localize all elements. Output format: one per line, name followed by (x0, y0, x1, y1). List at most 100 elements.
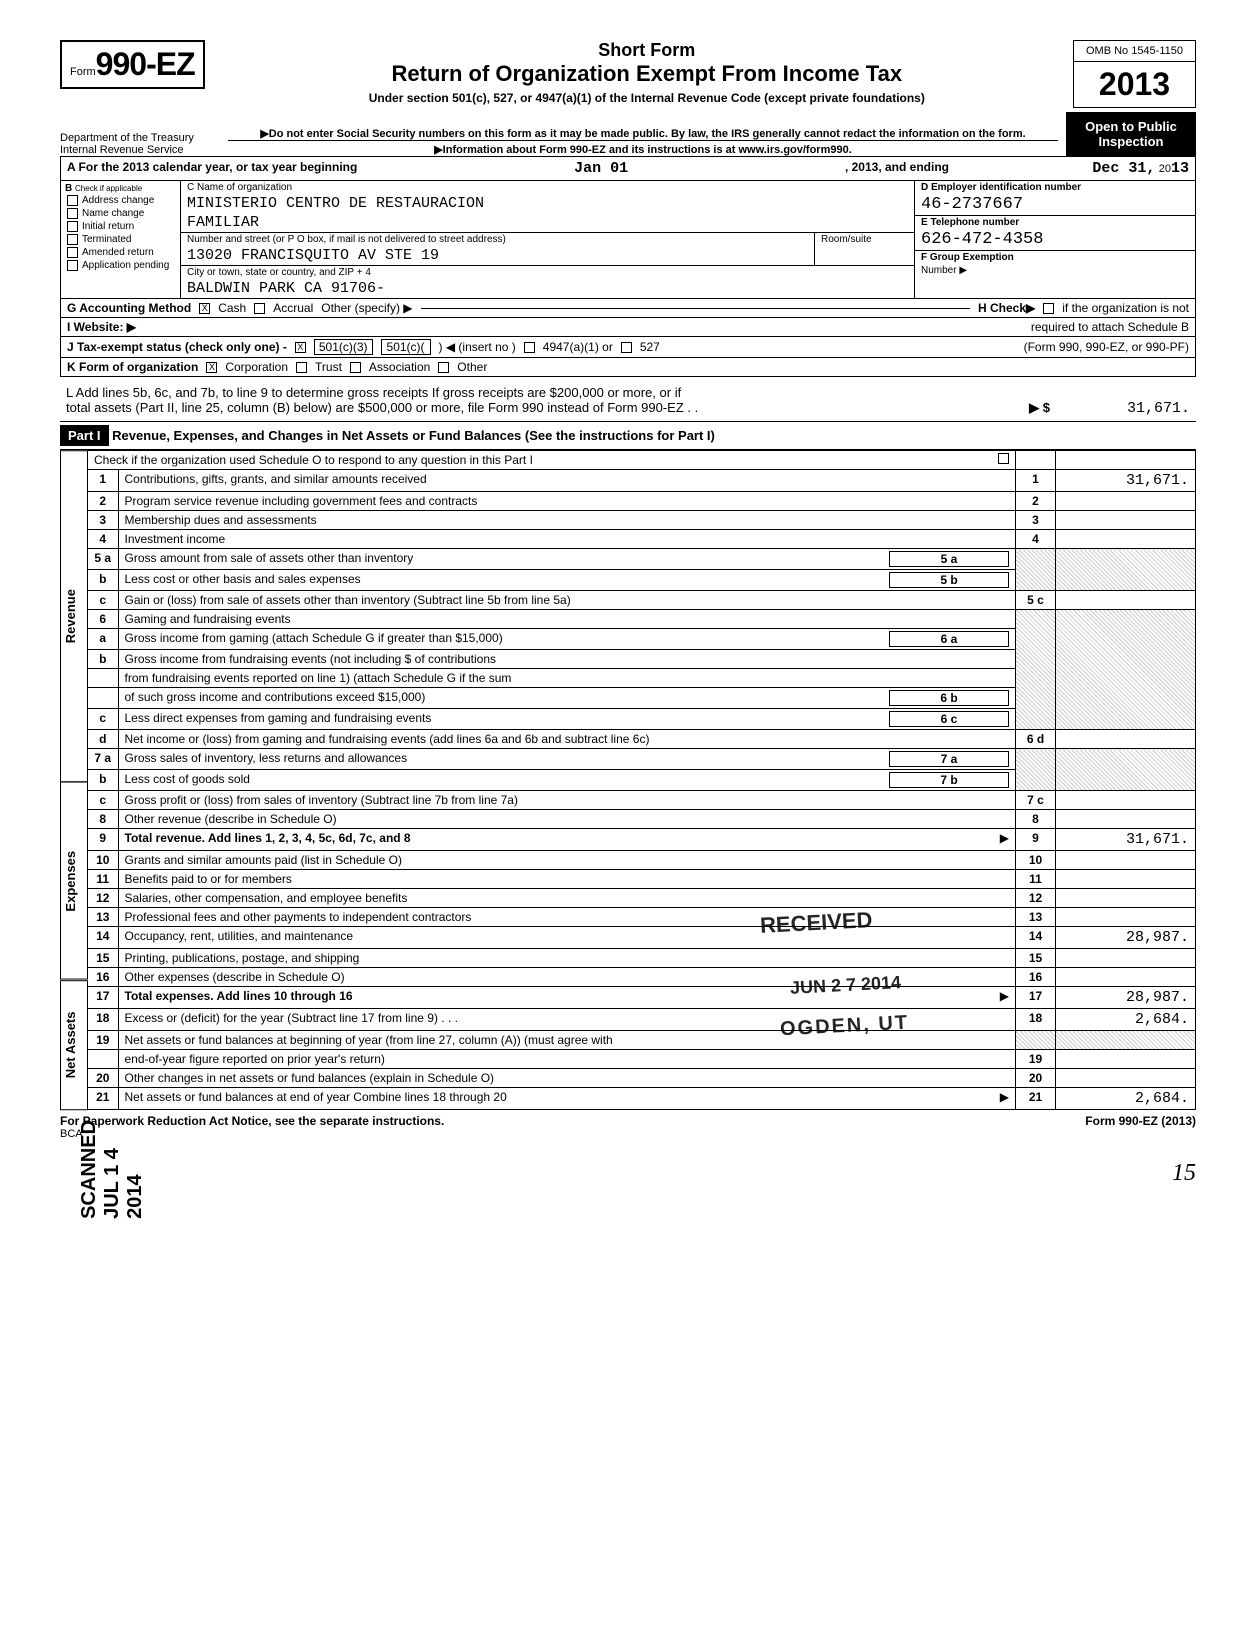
line-2-num: 2 (88, 492, 118, 511)
line-2-box: 2 (1016, 492, 1056, 511)
line-2-desc: Program service revenue including govern… (118, 492, 1016, 511)
open-inspection: Open to Public Inspection (1066, 112, 1196, 156)
line-10-desc: Grants and similar amounts paid (list in… (118, 851, 1016, 870)
check-if-label: Check if applicable (75, 184, 142, 193)
line-11-num: 11 (88, 870, 118, 889)
line-8-amount (1056, 810, 1196, 829)
line-7c-amount (1056, 791, 1196, 810)
line-20-num: 20 (88, 1069, 118, 1088)
line-20-box: 20 (1016, 1069, 1056, 1088)
line-6-desc: Gaming and fundraising events (118, 610, 1016, 629)
line-6a-desc: Gross income from gaming (attach Schedul… (125, 631, 503, 645)
line-6c-ib: 6 c (941, 712, 958, 726)
line-5a-num: 5 a (88, 549, 118, 570)
line-7a-ib: 7 a (941, 752, 958, 766)
chk-trust[interactable] (296, 362, 307, 373)
line-14-desc: Occupancy, rent, utilities, and maintena… (118, 927, 1016, 949)
chk-assoc[interactable] (350, 362, 361, 373)
chk-amended[interactable] (67, 247, 78, 258)
line-7b-ib: 7 b (940, 773, 957, 787)
line-13-num: 13 (88, 908, 118, 927)
chk-schedule-o[interactable] (998, 453, 1009, 464)
section-b-label: B (65, 183, 72, 194)
line-1-desc: Contributions, gifts, grants, and simila… (118, 470, 1016, 492)
line-20-desc: Other changes in net assets or fund bala… (118, 1069, 1016, 1088)
line-10-amount (1056, 851, 1196, 870)
line-11-amount (1056, 870, 1196, 889)
chk-pending[interactable] (67, 260, 78, 271)
dept-treasury: Department of the Treasury (60, 132, 212, 144)
form-org-label: K Form of organization (67, 360, 198, 374)
accounting-label: G Accounting Method (67, 301, 191, 315)
chk-other-org[interactable] (438, 362, 449, 373)
opt-trust: Trust (315, 360, 342, 374)
line-7c-num: c (88, 791, 118, 810)
line-8-box: 8 (1016, 810, 1056, 829)
line-12-box: 12 (1016, 889, 1056, 908)
opt-other-org: Other (457, 360, 487, 374)
line-20-amount (1056, 1069, 1196, 1088)
chk-h[interactable] (1043, 303, 1054, 314)
chk-initial[interactable] (67, 221, 78, 232)
main-title: Return of Organization Exempt From Incom… (221, 61, 1073, 87)
identity-section: A For the 2013 calendar year, or tax yea… (60, 156, 1196, 377)
line-19b-amount (1056, 1050, 1196, 1069)
line-13-box: 13 (1016, 908, 1056, 927)
j-right: (Form 990, 990-EZ, or 990-PF) (1024, 340, 1189, 354)
phone-value: 626-472-4358 (915, 229, 1195, 251)
tax-exempt-label: J Tax-exempt status (check only one) - (67, 340, 287, 354)
dept-irs: Internal Revenue Service (60, 144, 212, 156)
line-l-arrow: ▶ $ (1029, 400, 1050, 417)
line-16-desc: Other expenses (describe in Schedule O) (118, 968, 1016, 987)
period-begin: Jan 01 (357, 160, 845, 177)
line-l: L Add lines 5b, 6c, and 7b, to line 9 to… (60, 377, 1196, 421)
line-13-amount (1056, 908, 1196, 927)
chk-527[interactable] (621, 342, 632, 353)
opt-other-method: Other (specify) ▶ (321, 301, 412, 315)
addr-label: Number and street (or P O box, if mail i… (181, 233, 814, 246)
chk-501c3[interactable]: X (295, 342, 306, 353)
line-11-box: 11 (1016, 870, 1056, 889)
line-10-num: 10 (88, 851, 118, 870)
chk-address[interactable] (67, 195, 78, 206)
h-text: if the organization is not (1062, 301, 1189, 315)
line-7c-box: 7 c (1016, 791, 1056, 810)
ein-label: D Employer identification number (915, 181, 1195, 194)
line-14-box: 14 (1016, 927, 1056, 949)
opt-501c: 501(c)( (381, 339, 431, 355)
line-19b-box: 19 (1016, 1050, 1056, 1069)
chk-4947[interactable] (524, 342, 535, 353)
line-5a-desc: Gross amount from sale of assets other t… (125, 551, 414, 565)
line-15-desc: Printing, publications, postage, and shi… (118, 949, 1016, 968)
chk-accrual[interactable] (254, 303, 265, 314)
footer-right: Form 990-EZ (2013) (1085, 1114, 1196, 1128)
org-name-label: C Name of organization (181, 181, 914, 194)
part-1-title: Revenue, Expenses, and Changes in Net As… (112, 428, 715, 443)
opt-initial: Initial return (82, 221, 134, 232)
line-6c-desc: Less direct expenses from gaming and fun… (125, 711, 432, 725)
line-4-amount (1056, 530, 1196, 549)
line-6c-num: c (88, 709, 118, 730)
chk-name[interactable] (67, 208, 78, 219)
line-6b3-ib: 6 b (940, 691, 957, 705)
line-15-amount (1056, 949, 1196, 968)
period-end-year: 13 (1171, 160, 1189, 177)
line-5a-ib: 5 a (941, 552, 958, 566)
line-8-desc: Other revenue (describe in Schedule O) (118, 810, 1016, 829)
part-1-label: Part I (60, 425, 109, 446)
chk-cash[interactable]: X (199, 303, 210, 314)
line-17-num: 17 (88, 987, 118, 1009)
line-6d-amount (1056, 730, 1196, 749)
group-label: F Group Exemption (915, 251, 1195, 264)
line-3-amount (1056, 511, 1196, 530)
line-19-num: 19 (88, 1031, 118, 1050)
warning-row: Department of the Treasury Internal Reve… (60, 112, 1196, 156)
line-5c-amount (1056, 591, 1196, 610)
chk-corp[interactable]: X (206, 362, 217, 373)
line-l-2: total assets (Part II, line 25, column (… (66, 400, 698, 417)
line-21-amount: 2,684. (1056, 1088, 1196, 1110)
line-6a-ib: 6 a (941, 632, 958, 646)
chk-terminated[interactable] (67, 234, 78, 245)
line-9-desc: Total revenue. Add lines 1, 2, 3, 4, 5c,… (125, 831, 411, 845)
subtitle: Under section 501(c), 527, or 4947(a)(1)… (221, 91, 1073, 105)
